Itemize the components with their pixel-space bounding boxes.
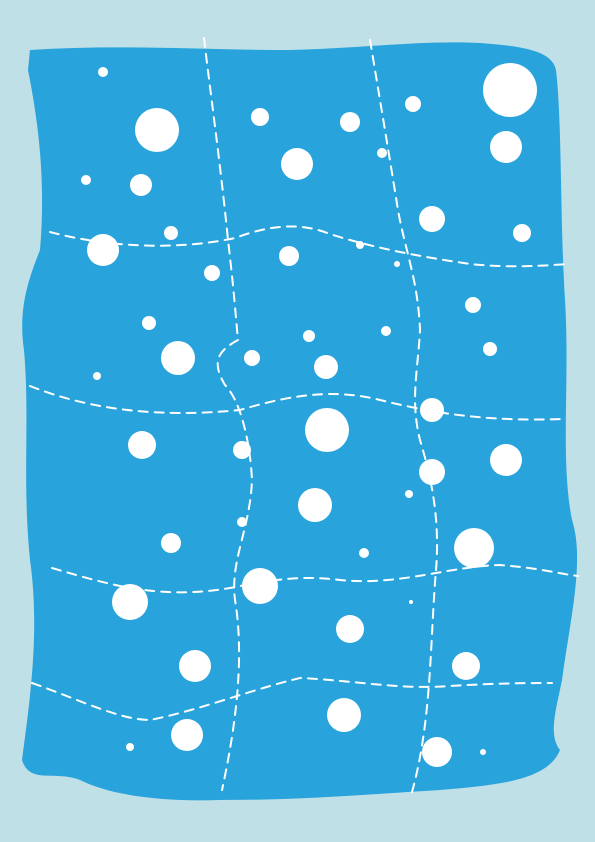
polka-dot bbox=[419, 459, 445, 485]
polka-dot bbox=[381, 326, 391, 336]
polka-dot bbox=[359, 548, 369, 558]
polka-dot bbox=[98, 67, 108, 77]
polka-dot bbox=[303, 330, 315, 342]
polka-dot bbox=[242, 568, 278, 604]
polka-dot bbox=[314, 355, 338, 379]
seam-vertical-1 bbox=[203, 37, 254, 791]
polka-dot bbox=[128, 431, 156, 459]
polka-dot bbox=[377, 148, 387, 158]
polka-dots bbox=[81, 63, 537, 767]
polka-dot bbox=[244, 350, 260, 366]
polka-dot bbox=[336, 615, 364, 643]
polka-dot bbox=[279, 246, 299, 266]
polka-dot bbox=[81, 175, 91, 185]
polka-dot bbox=[126, 743, 134, 751]
polka-dot bbox=[164, 226, 178, 240]
polka-dot bbox=[340, 112, 360, 132]
polka-dot bbox=[405, 490, 413, 498]
polka-dot bbox=[281, 148, 313, 180]
blanket-shape bbox=[22, 42, 578, 801]
polka-dot bbox=[142, 316, 156, 330]
polka-dot bbox=[135, 108, 179, 152]
polka-dot bbox=[298, 488, 332, 522]
seam-lines bbox=[29, 37, 579, 793]
polka-dot bbox=[171, 719, 203, 751]
polka-dot bbox=[87, 234, 119, 266]
polka-dot bbox=[465, 297, 481, 313]
polka-dot bbox=[161, 533, 181, 553]
polka-dot bbox=[405, 96, 421, 112]
polka-dot bbox=[452, 652, 480, 680]
seam-vertical-2 bbox=[369, 39, 439, 793]
seam-horizontal-4 bbox=[31, 676, 553, 722]
polka-dot bbox=[130, 174, 152, 196]
polka-dot bbox=[409, 600, 413, 604]
polka-dot bbox=[490, 444, 522, 476]
polka-dot bbox=[161, 341, 195, 375]
polka-dot bbox=[483, 342, 497, 356]
polka-dot bbox=[490, 131, 522, 163]
polka-dot bbox=[251, 108, 269, 126]
seam-horizontal-2 bbox=[29, 385, 566, 421]
polka-dot bbox=[237, 517, 247, 527]
polka-dot bbox=[112, 584, 148, 620]
polka-dot bbox=[420, 398, 444, 422]
polka-dot bbox=[327, 698, 361, 732]
polka-dot bbox=[454, 528, 494, 568]
polka-dot bbox=[179, 650, 211, 682]
seam-horizontal-1 bbox=[49, 225, 569, 268]
seam-horizontal-3 bbox=[51, 563, 579, 594]
polka-dot bbox=[422, 737, 452, 767]
polka-dot bbox=[356, 241, 364, 249]
polka-dot bbox=[93, 372, 101, 380]
polka-dot bbox=[204, 265, 220, 281]
polka-dot bbox=[480, 749, 486, 755]
polka-dot bbox=[419, 206, 445, 232]
polka-dot bbox=[305, 408, 349, 452]
polka-dot bbox=[233, 441, 251, 459]
polka-dot bbox=[483, 63, 537, 117]
polka-dot bbox=[394, 261, 400, 267]
polka-dot bbox=[513, 224, 531, 242]
